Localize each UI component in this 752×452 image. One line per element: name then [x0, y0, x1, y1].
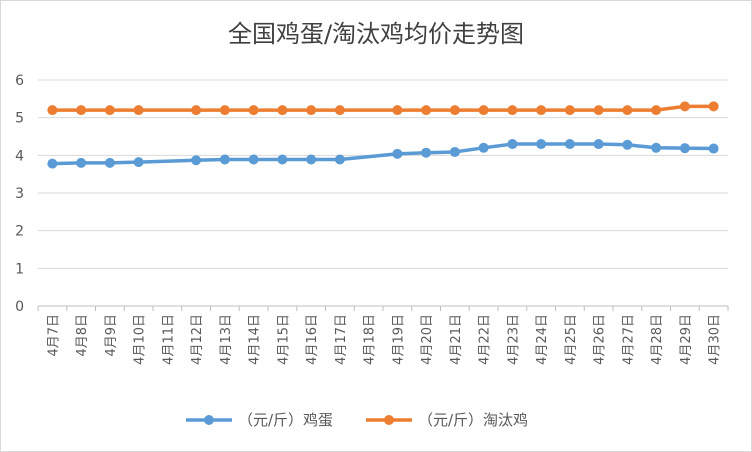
- series-2-point: [478, 105, 489, 116]
- x-tick-label: 4月10日: [133, 314, 148, 365]
- x-tick-label: 4月18日: [363, 314, 378, 365]
- legend: （元/斤）鸡蛋 （元/斤）淘汰鸡: [186, 411, 528, 429]
- x-tick-label: 4月28日: [650, 314, 665, 365]
- chart-title: 全国鸡蛋/淘汰鸡均价走势图: [227, 20, 525, 48]
- series-2-point: [334, 105, 345, 116]
- x-tick-label: 4月16日: [305, 314, 320, 365]
- x-tick-label: 4月12日: [190, 314, 205, 365]
- series-2-point: [133, 105, 144, 116]
- series-2-point: [248, 105, 259, 116]
- series-1-point: [593, 139, 604, 150]
- x-tick-label: 4月7日: [46, 314, 61, 357]
- x-tick-label: 4月26日: [593, 314, 608, 365]
- x-tick-label: 4月27日: [621, 314, 636, 365]
- x-tick-label: 4月22日: [478, 314, 493, 365]
- series-1-point: [622, 139, 633, 150]
- legend-label: （元/斤）淘汰鸡: [418, 411, 528, 429]
- y-axis-ticks: 0 1 2 3 4 5 6: [15, 73, 24, 315]
- series-group: [47, 101, 719, 169]
- series-2-point: [104, 105, 115, 116]
- y-tick-label: 0: [15, 299, 24, 315]
- y-tick-label: 5: [15, 111, 24, 127]
- series-1-point: [306, 154, 317, 165]
- series-1-point: [679, 143, 690, 154]
- series-1-point: [47, 158, 58, 169]
- x-tick-label: 4月11日: [161, 314, 176, 365]
- y-tick-label: 1: [15, 261, 24, 277]
- series-2-point: [564, 105, 575, 116]
- legend-marker: [384, 415, 394, 425]
- series-2-point: [191, 105, 202, 116]
- y-tick-label: 2: [15, 224, 24, 240]
- series-1-point: [564, 139, 575, 150]
- series-1-point: [334, 154, 345, 165]
- x-tick-label: 4月20日: [420, 314, 435, 365]
- series-2-point: [277, 105, 288, 116]
- series-2-point: [219, 105, 230, 116]
- series-1-point: [392, 148, 403, 159]
- grid-lines: [38, 79, 728, 307]
- series-2-point: [392, 105, 403, 116]
- series-2-point: [593, 105, 604, 116]
- series-line-1: [50, 142, 716, 166]
- x-tick-label: 4月9日: [104, 314, 119, 357]
- series-1-point: [277, 154, 288, 165]
- series-2-point: [306, 105, 317, 116]
- x-tick-label: 4月29日: [679, 314, 694, 365]
- x-tick-label: 4月24日: [535, 314, 550, 365]
- series-1-point: [248, 154, 259, 165]
- x-tick-label: 4月17日: [334, 314, 349, 365]
- series-2-point: [536, 105, 547, 116]
- x-tick-label: 4月30日: [708, 314, 723, 365]
- series-2-point: [622, 105, 633, 116]
- series-1-point: [507, 139, 518, 150]
- x-tick-label: 4月15日: [276, 314, 291, 365]
- x-tick-label: 4月23日: [506, 314, 521, 365]
- y-tick-label: 3: [15, 186, 24, 202]
- x-axis-ticks: 4月7日 4月8日 4月9日 4月10日 4月11日 4月12日 4月13日 4月14日 4月1…: [37, 306, 729, 365]
- y-tick-label: 4: [15, 148, 24, 164]
- series-1-point: [191, 155, 202, 166]
- x-tick-label: 4月19日: [391, 314, 406, 365]
- series-1-point: [708, 143, 719, 154]
- x-tick-label: 4月21日: [449, 314, 464, 365]
- series-1-point: [133, 157, 144, 168]
- x-tick-label: 4月25日: [564, 314, 579, 365]
- series-1-point: [421, 147, 432, 158]
- series-1-point: [76, 157, 87, 168]
- series-1-point: [219, 154, 230, 165]
- series-1-point: [536, 139, 547, 150]
- series-2-point: [449, 105, 460, 116]
- x-tick-label: 4月8日: [75, 314, 90, 357]
- legend-label: （元/斤）鸡蛋: [238, 411, 333, 429]
- y-tick-label: 6: [15, 73, 24, 89]
- series-1-point: [104, 157, 115, 168]
- series-line-2: [50, 104, 716, 112]
- legend-marker: [204, 415, 214, 425]
- series-1-point: [449, 146, 460, 157]
- series-2-point: [47, 105, 58, 116]
- x-tick-label: 4月14日: [248, 314, 263, 365]
- series-2-point: [421, 105, 432, 116]
- series-1-point: [651, 142, 662, 153]
- series-2-point: [507, 105, 518, 116]
- series-2-point: [76, 105, 87, 116]
- series-2-point: [708, 101, 719, 112]
- x-tick-label: 4月13日: [219, 314, 234, 365]
- series-2-point: [679, 101, 690, 112]
- series-1-point: [478, 142, 489, 153]
- series-2-point: [651, 105, 662, 116]
